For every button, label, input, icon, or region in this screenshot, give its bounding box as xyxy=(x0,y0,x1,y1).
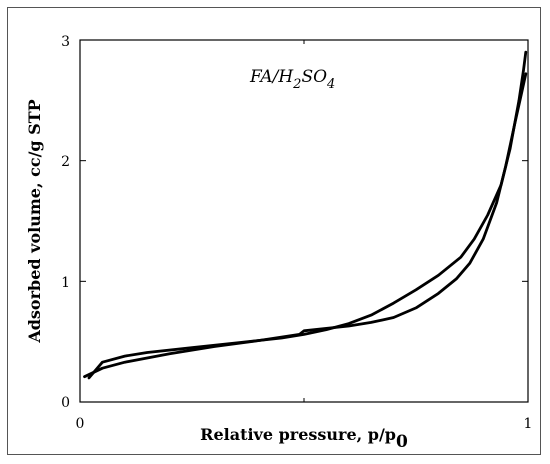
axis-ticks xyxy=(79,39,529,403)
annotation-sub1: 2 xyxy=(292,77,301,92)
x-axis-title-subscript: 0 xyxy=(396,432,408,452)
annotation-main: FA/H xyxy=(249,67,294,87)
chart-annotation: FA/H2SO4 xyxy=(249,67,335,92)
y-tick-label-3: 3 xyxy=(61,34,70,50)
annotation-mid: SO xyxy=(301,67,327,87)
x-tick-label-1: 1 xyxy=(524,416,533,432)
y-axis-title: Adsorbed volume, cc/g STP xyxy=(25,99,44,343)
chart-frame xyxy=(7,7,541,455)
series-line-1 xyxy=(87,50,528,380)
y-tick-label-2: 2 xyxy=(61,154,70,170)
plot-area-border xyxy=(79,39,529,403)
x-axis-title: Relative pressure, p/p0 xyxy=(200,425,408,452)
annotation-sub2: 4 xyxy=(326,77,335,92)
series-group xyxy=(83,50,528,380)
y-tick-label-0: 0 xyxy=(61,395,70,411)
x-tick-label-0: 0 xyxy=(76,416,85,432)
x-axis-title-main: Relative pressure, p/p xyxy=(200,425,396,444)
y-tick-label-1: 1 xyxy=(61,275,70,291)
series-line-0 xyxy=(83,72,528,379)
